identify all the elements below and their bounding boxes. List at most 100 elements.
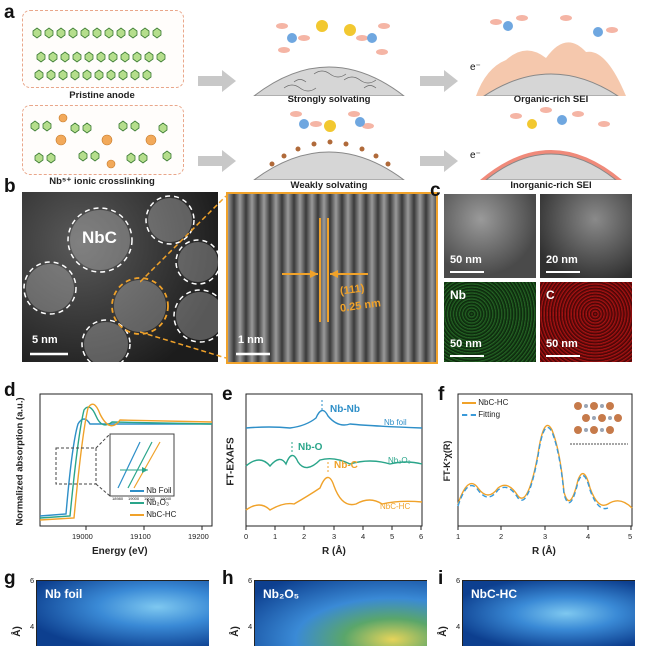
x-tick-label: 4	[586, 532, 591, 541]
crystal-structure-icon	[570, 402, 628, 445]
y-axis-label: Normalized absorption (a.u.)	[14, 397, 26, 526]
arrow-icon	[198, 150, 236, 172]
panel-label-g: g	[4, 568, 16, 589]
caption-inorganic-rich-sei: Inorganic-rich SEI	[510, 180, 592, 191]
tem-image-c: 20 nm	[540, 194, 632, 278]
hrtem-image: (111) 0.25 nm 1 nm	[226, 192, 438, 364]
caption-pristine-anode: Pristine anode	[69, 90, 135, 101]
nb-map-label: Nb	[450, 288, 466, 302]
scale-bar-label: 50 nm	[450, 254, 482, 266]
wavelet-title-h: Nb₂O₅	[263, 587, 300, 601]
polymer-chains-crosslinked	[30, 113, 172, 169]
organic-rich-sei-diagram	[476, 15, 626, 96]
x-tick-label: 3	[332, 532, 337, 541]
arrow-icon	[198, 70, 236, 92]
legend-entry-nb-foil: Nb Foil	[130, 486, 172, 495]
wavelet-title-g: Nb foil	[45, 587, 83, 601]
panel-label-f: f	[438, 384, 445, 405]
panel-label-a: a	[4, 2, 15, 23]
y-tick-label: 6	[248, 576, 253, 585]
y-axis-label: Å)	[11, 626, 23, 637]
inorganic-rich-sei-diagram	[480, 107, 622, 180]
nbc-label: NbC	[82, 228, 117, 247]
panel-label-d: d	[4, 380, 16, 401]
caption-weakly-solvating: Weakly solvating	[290, 180, 368, 191]
polymer-chains-pristine	[32, 27, 166, 81]
x-tick-label: 2	[499, 532, 504, 541]
legend-entry-nbc-hc: NbC-HC	[130, 510, 176, 519]
inset-tick-label: 18980	[112, 496, 124, 501]
y-axis-label: FT-K³χ(R)	[442, 440, 452, 482]
zoom-connector-lines	[140, 195, 227, 359]
y-tick-label: 6	[30, 576, 35, 585]
scale-bar-label: 20 nm	[546, 254, 578, 266]
caption-strongly-solvating: Strongly solvating	[287, 94, 371, 105]
electron-label: e⁻	[470, 150, 481, 161]
scale-bar-label: 50 nm	[450, 338, 482, 350]
x-axis-label: R (Å)	[322, 546, 346, 557]
electron-label: e⁻	[470, 62, 481, 73]
inset-tick-label: 19000	[128, 496, 140, 501]
panel-label-i: i	[438, 568, 444, 589]
peak-label-nb-o: Nb-O	[298, 442, 323, 453]
x-tick-label: 19100	[130, 532, 151, 541]
x-tick-label: 4	[361, 532, 366, 541]
panel-label-e: e	[222, 384, 233, 405]
x-tick-label: 6	[419, 532, 424, 541]
y-axis-label: Å)	[229, 626, 241, 637]
legend-entry-nb2o3: Nb₂O₃	[130, 498, 169, 507]
x-axis-label: Energy (eV)	[92, 546, 148, 557]
exafs-fitting-chart	[457, 393, 633, 530]
peak-label-nb-nb: Nb-Nb	[330, 404, 360, 415]
y-tick-label: 4	[248, 622, 253, 631]
xanes-chart	[39, 393, 213, 530]
y-tick-label: 4	[30, 622, 35, 631]
y-axis-label: Å)	[437, 626, 449, 637]
x-tick-label: 5	[628, 532, 633, 541]
panel-label-c: c	[430, 180, 441, 201]
x-tick-label: 19000	[72, 532, 93, 541]
scale-bar-label: 1 nm	[238, 334, 264, 346]
lattice-annotation	[236, 218, 368, 356]
x-tick-label: 0	[244, 532, 249, 541]
crosslink-anode-box	[22, 105, 184, 175]
x-tick-label: 5	[390, 532, 395, 541]
x-tick-label: 19200	[188, 532, 209, 541]
haadf-image: 50 nm	[444, 194, 536, 278]
curve-label-nbc-hc: NbC-HC	[380, 502, 411, 511]
x-tick-label: 2	[302, 532, 307, 541]
x-tick-label: 3	[543, 532, 548, 541]
curve-label-nb-foil: Nb foil	[384, 418, 407, 427]
ft-exafs-chart	[245, 393, 423, 530]
panel-label-b: b	[4, 176, 16, 197]
arrow-icon	[420, 150, 458, 172]
scale-bar-label: 50 nm	[546, 338, 578, 350]
c-eds-map: C 50 nm	[540, 282, 632, 362]
peak-label-nb-c: Nb-C	[334, 460, 358, 471]
y-tick-label: 6	[456, 576, 461, 585]
wavelet-title-i: NbC-HC	[471, 587, 517, 601]
strongly-solvating-diagram	[253, 20, 405, 96]
wavelet-plot-g: Nb foil	[36, 580, 209, 646]
c-map-label: C	[546, 288, 555, 302]
scale-bar-label: 5 nm	[32, 334, 58, 346]
weakly-solvating-diagram	[253, 111, 405, 180]
arrow-icon	[420, 70, 458, 92]
panel-label-h: h	[222, 568, 234, 589]
x-tick-label: 1	[273, 532, 278, 541]
y-axis-label: FT-EXAFS	[225, 437, 237, 486]
wavelet-plot-h: Nb₂O₅	[254, 580, 427, 646]
legend-entry-nbc-hc: NbC-HC	[462, 398, 508, 407]
caption-nb-crosslinking: Nb⁵⁺ ionic crosslinking	[49, 176, 155, 187]
curve-label-nb2o3: Nb₂O₃	[388, 456, 411, 465]
inset-tick-label: 19040	[160, 496, 172, 501]
caption-organic-rich-sei: Organic-rich SEI	[513, 94, 589, 105]
inset-tick-label: 19020	[144, 496, 156, 501]
legend-entry-fitting: Fitting	[462, 410, 500, 419]
nb-eds-map: Nb 50 nm	[444, 282, 536, 362]
x-tick-label: 1	[456, 532, 461, 541]
x-axis-label: R (Å)	[532, 546, 556, 557]
wavelet-plot-i: NbC-HC	[462, 580, 635, 646]
pristine-anode-box	[22, 10, 184, 88]
y-tick-label: 4	[456, 622, 461, 631]
